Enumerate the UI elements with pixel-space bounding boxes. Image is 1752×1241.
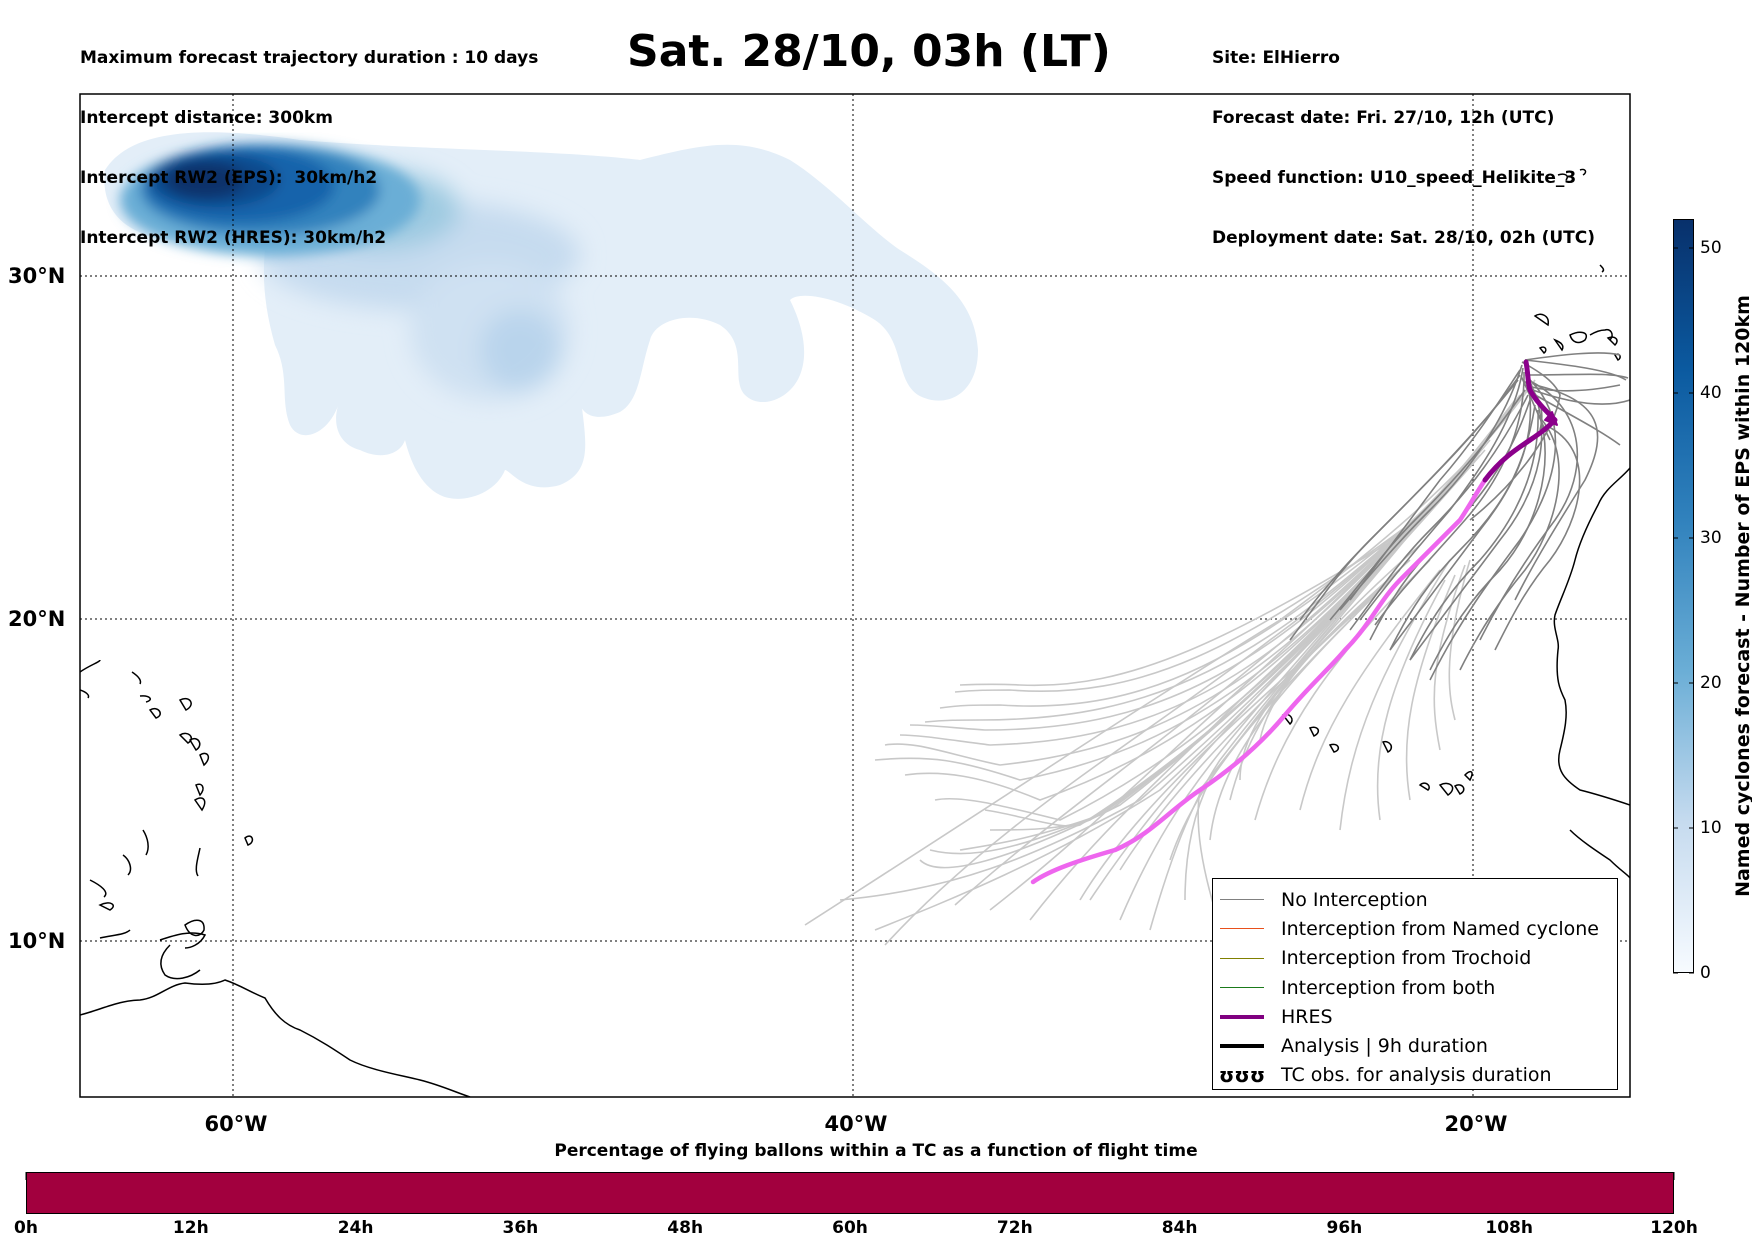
colorbar-horizontal-tick-label: 0h [14, 1218, 38, 1238]
header-left-line: Intercept RW2 (HRES): 30km/h2 [80, 228, 387, 248]
lon-label-20w: 20°W [1444, 1112, 1508, 1136]
legend-item-trochoid: Interception from Trochoid [1213, 944, 1617, 973]
cyclone-density-field [104, 132, 979, 499]
lat-label-10n: 10°N [8, 929, 66, 953]
colorbar-vertical-tick-label: 30 [1700, 528, 1722, 548]
lat-label-30n: 30°N [8, 264, 66, 288]
map-legend: No Interception Interception from Named … [1212, 878, 1618, 1090]
colorbar-vertical [1673, 219, 1694, 973]
colorbar-vertical-gradient [1673, 219, 1694, 973]
header-right-info: Site: ElHierro Forecast date: Fri. 27/10… [1212, 8, 1595, 268]
colorbar-horizontal-tick-label: 72h [996, 1218, 1033, 1238]
legend-label: Analysis | 9h duration [1281, 1035, 1488, 1058]
coastlines [80, 168, 1630, 1097]
legend-item-hres: HRES [1213, 1002, 1617, 1031]
colorbar-horizontal-tick-label: 36h [502, 1218, 539, 1238]
legend-item-both: Interception from both [1213, 973, 1617, 1002]
legend-item-tc-obs: ʊʊʊ TC obs. for analysis duration [1213, 1061, 1617, 1090]
header-left-line: Intercept RW2 (EPS): 30km/h2 [80, 168, 378, 188]
header-left-line: Intercept distance: 300km [80, 108, 333, 128]
colorbar-horizontal-tick-label: 60h [832, 1218, 868, 1238]
lat-label-20n: 20°N [8, 607, 66, 631]
colorbar-horizontal [26, 1172, 1674, 1214]
hres-trajectory [1030, 359, 1558, 885]
trajectories-light [804, 379, 1536, 946]
colorbar-vertical-title: Named cyclones forecast - Number of EPS … [1732, 295, 1752, 897]
page-title: Sat. 28/10, 03h (LT) [627, 26, 1111, 77]
colorbar-vertical-tick-label: 0 [1700, 963, 1711, 983]
legend-label: Interception from both [1281, 976, 1496, 999]
map-frame [79, 93, 1631, 1098]
colorbar-horizontal-tick-label: 120h [1650, 1218, 1698, 1238]
legend-label: TC obs. for analysis duration [1281, 1064, 1552, 1087]
colorbar-horizontal-tick-label: 24h [337, 1218, 374, 1238]
legend-label: Interception from Named cyclone [1281, 917, 1599, 940]
colorbar-horizontal-tick-label: 12h [172, 1218, 209, 1238]
colorbar-horizontal-title: Percentage of flying ballons within a TC… [554, 1141, 1198, 1161]
legend-item-named-cyclone: Interception from Named cyclone [1213, 914, 1617, 943]
lon-label-40w: 40°W [824, 1112, 888, 1136]
header-right-line: Forecast date: Fri. 27/10, 12h (UTC) [1212, 108, 1555, 128]
header-right-line: Speed function: U10_speed_Helikite_3 [1212, 168, 1577, 188]
colorbar-horizontal-tick-label: 48h [667, 1218, 704, 1238]
header-left-info: Maximum forecast trajectory duration : 1… [80, 8, 538, 268]
legend-label: Interception from Trochoid [1281, 947, 1532, 970]
lon-label-60w: 60°W [204, 1112, 268, 1136]
tc-obs-symbol-icon: ʊʊʊ [1218, 1063, 1266, 1088]
colorbar-vertical-tick-label: 20 [1700, 673, 1722, 693]
header-right-line: Site: ElHierro [1212, 48, 1340, 68]
legend-label: No Interception [1281, 888, 1428, 911]
legend-item-no-interception: No Interception [1213, 885, 1617, 914]
header-right-line: Deployment date: Sat. 28/10, 02h (UTC) [1212, 228, 1596, 248]
colorbar-vertical-tick-label: 50 [1700, 238, 1722, 258]
header-left-line: Maximum forecast trajectory duration : 1… [80, 48, 539, 68]
colorbar-horizontal-tick-label: 84h [1161, 1218, 1198, 1238]
legend-item-analysis: Analysis | 9h duration [1213, 1031, 1617, 1060]
legend-label: HRES [1281, 1005, 1333, 1028]
trajectories-no-interception [1289, 352, 1630, 681]
colorbar-horizontal-tick-label: 108h [1485, 1218, 1533, 1238]
colorbar-horizontal-tick-label: 96h [1326, 1218, 1363, 1238]
colorbar-vertical-tick-label: 40 [1700, 383, 1722, 403]
colorbar-vertical-tick-label: 10 [1700, 818, 1722, 838]
